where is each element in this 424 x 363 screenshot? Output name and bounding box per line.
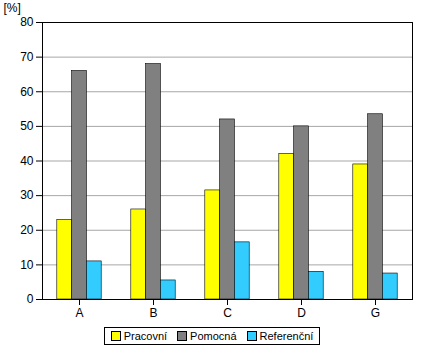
svg-text:B: B — [149, 306, 157, 320]
svg-text:60: 60 — [20, 85, 34, 99]
svg-text:10: 10 — [20, 258, 34, 272]
svg-text:70: 70 — [20, 50, 34, 64]
svg-text:G: G — [371, 306, 380, 320]
svg-text:[%]: [%] — [4, 1, 21, 15]
svg-text:D: D — [297, 306, 306, 320]
html-text:Pomocná: Pomocná — [190, 330, 237, 342]
svg-text:0: 0 — [27, 292, 34, 306]
svg-text:A: A — [75, 306, 83, 320]
html-text:Referenční: Referenční — [259, 330, 314, 342]
svg-text:C: C — [223, 306, 232, 320]
svg-text:40: 40 — [20, 154, 34, 168]
svg-text:30: 30 — [20, 188, 34, 202]
html-text:Pracovní: Pracovní — [123, 330, 168, 342]
svg-text:80: 80 — [20, 15, 34, 29]
svg-text:50: 50 — [20, 119, 34, 133]
svg-text:20: 20 — [20, 223, 34, 237]
